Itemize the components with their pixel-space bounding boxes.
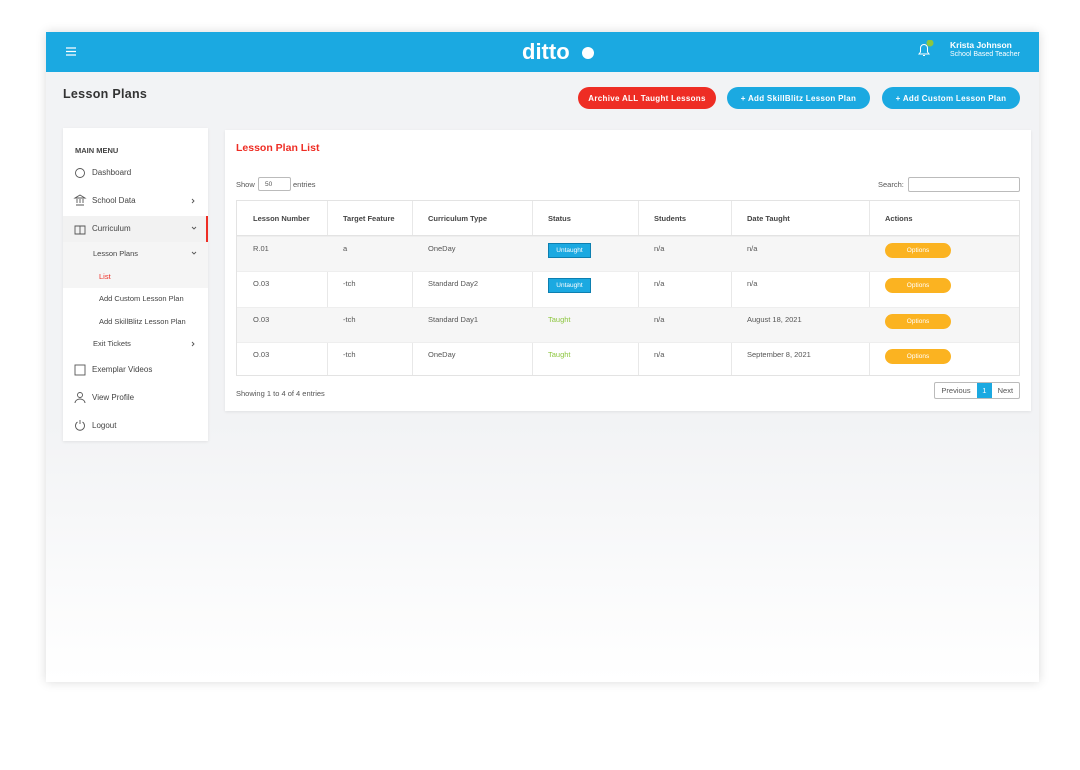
table-cell: n/a <box>654 279 665 289</box>
menu-item[interactable]: Dashboard <box>92 168 132 177</box>
menu-item[interactable]: Exemplar Videos <box>92 365 153 374</box>
previous-button[interactable]: Previous <box>941 386 971 395</box>
table-cell: a <box>343 244 348 253</box>
status-text: Taught <box>548 314 571 324</box>
page-button[interactable]: 1 <box>977 383 992 398</box>
table-cell: Standard Day2 <box>428 279 479 289</box>
bell-icon[interactable] <box>916 40 936 60</box>
table-cell: OneDay <box>428 349 456 359</box>
column-divider <box>869 201 870 375</box>
table-cell: n/a <box>654 314 665 324</box>
status-badge[interactable]: Untaught <box>548 243 591 258</box>
page-size: 50 <box>265 181 273 188</box>
submenu-item[interactable]: Add SkillBlitz Lesson Plan <box>99 317 186 326</box>
submenu-bg <box>63 242 208 288</box>
status-text: Taught <box>548 349 571 359</box>
submenu-item[interactable]: List <box>99 272 111 281</box>
logo-badge <box>582 47 594 59</box>
search-label: Search: <box>878 180 904 189</box>
table: Lesson Number Target Feature Curriculum Ty… <box>236 200 1020 376</box>
show-label: Show <box>236 180 255 189</box>
menu-item[interactable]: School Data <box>92 196 136 205</box>
column-divider <box>638 201 639 375</box>
table-cell: -tch <box>343 279 356 289</box>
lesson-panel: Lesson Plan List Show 50 entries Search:… <box>225 130 1031 411</box>
menu-item[interactable]: View Profile <box>92 393 135 402</box>
table-cell: n/a <box>654 349 665 359</box>
column-header[interactable]: Lesson Number <box>253 214 310 223</box>
add-custom-button[interactable]: + Add Custom Lesson Plan <box>882 87 1020 109</box>
next-button[interactable]: Next <box>997 386 1014 395</box>
column-header[interactable]: Target Feature <box>343 214 395 223</box>
options-button[interactable]: Options <box>885 313 951 329</box>
submenu-item[interactable]: Exit Tickets <box>93 339 131 348</box>
options-button[interactable]: Options <box>885 243 951 258</box>
table-cell: August 18, 2021 <box>747 314 802 324</box>
column-header[interactable]: Students <box>654 214 687 223</box>
sidebar: MAIN MENU Dashboard School Data Curricul… <box>63 128 208 441</box>
active-item-bg <box>63 216 208 242</box>
table-cell: O.03 <box>253 279 270 289</box>
table-cell: -tch <box>343 314 356 324</box>
entries-label: entries <box>293 180 316 189</box>
page-size-select[interactable]: 50 <box>258 177 291 191</box>
menu-heading: MAIN MENU <box>75 146 119 155</box>
table-cell: Standard Day1 <box>428 314 479 324</box>
menu-item[interactable]: Curriculum <box>92 224 131 233</box>
sidebar-icons <box>73 168 197 431</box>
add-skillblitz-button[interactable]: + Add SkillBlitz Lesson Plan <box>727 87 870 109</box>
user-role: School Based Teacher <box>950 51 1020 58</box>
pagination: Previous 1 Next <box>934 382 1020 399</box>
table-cell: n/a <box>747 279 758 289</box>
logo[interactable]: ditto <box>522 39 570 64</box>
column-divider <box>327 201 328 375</box>
status-badge[interactable]: Untaught <box>548 278 591 294</box>
column-divider <box>532 201 533 375</box>
submenu-item[interactable]: Lesson Plans <box>93 249 139 258</box>
table-row <box>237 341 1019 377</box>
column-divider <box>731 201 732 375</box>
archive-button[interactable]: Archive ALL Taught Lessons <box>578 87 716 109</box>
submenu-item[interactable]: Add Custom Lesson Plan <box>99 294 184 303</box>
menu-icon[interactable] <box>66 47 76 56</box>
top-bar: ditto Krista Johnson School Based Teache… <box>46 32 1039 72</box>
table-row <box>237 271 1019 306</box>
table-cell: O.03 <box>253 314 270 324</box>
table-cell: September 8, 2021 <box>747 349 811 359</box>
table-cell: n/a <box>747 244 758 253</box>
user-name[interactable]: Krista Johnson <box>950 40 1012 50</box>
menu-item[interactable]: Logout <box>92 421 117 430</box>
options-button[interactable]: Options <box>885 278 951 294</box>
table-summary: Showing 1 to 4 of 4 entries <box>236 389 325 398</box>
table-cell: -tch <box>343 349 356 359</box>
options-button[interactable]: Options <box>885 348 951 364</box>
table-cell: R.01 <box>253 244 269 253</box>
table-cell: O.03 <box>253 349 270 359</box>
panel-title: Lesson Plan List <box>236 142 320 154</box>
column-header[interactable]: Date Taught <box>747 214 790 223</box>
table-cell: n/a <box>654 244 665 253</box>
column-header[interactable]: Actions <box>885 214 913 223</box>
column-header[interactable]: Curriculum Type <box>428 214 488 223</box>
table-cell: OneDay <box>428 244 456 253</box>
column-header[interactable]: Status <box>548 214 571 223</box>
search-input[interactable] <box>908 177 1020 192</box>
page-title: Lesson Plans <box>63 87 148 101</box>
column-divider <box>412 201 413 375</box>
